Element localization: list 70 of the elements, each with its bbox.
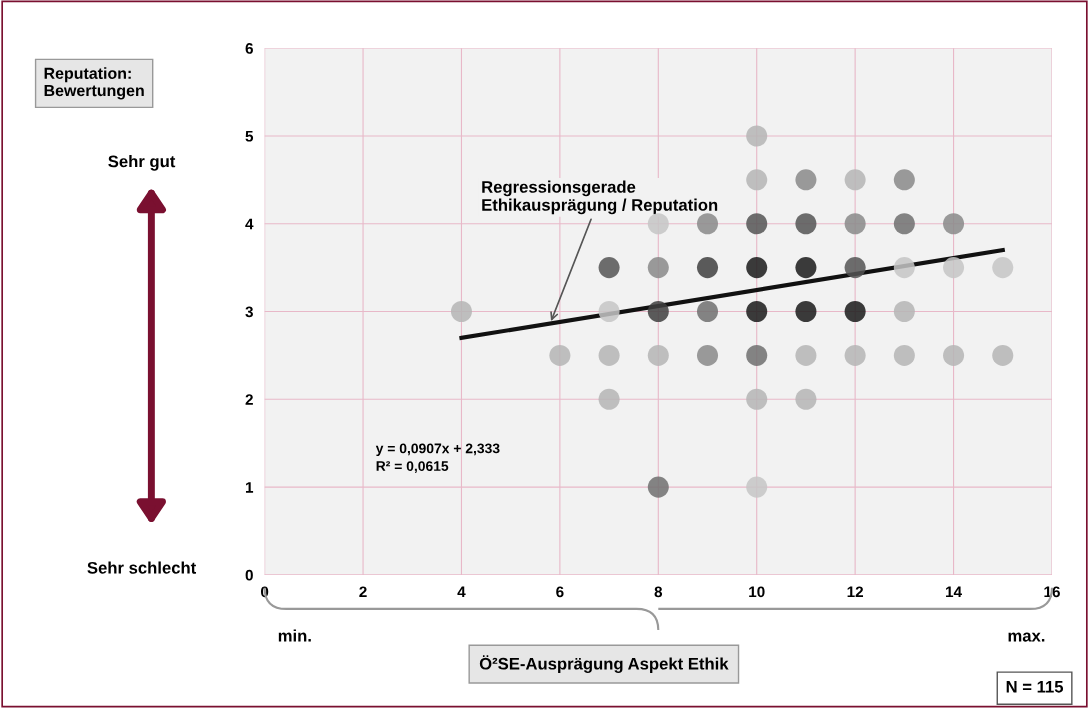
- y-tick-label: 3: [245, 306, 253, 318]
- point: [696, 257, 719, 279]
- point: [943, 213, 965, 235]
- point: [746, 344, 768, 366]
- x-tick-label: 16: [1044, 586, 1060, 598]
- point: [893, 169, 915, 191]
- point: [647, 257, 669, 279]
- x-tick-label: 6: [556, 586, 564, 598]
- point: [893, 344, 915, 366]
- point: [943, 344, 965, 366]
- point: [450, 300, 472, 323]
- text: max.: [1008, 632, 1045, 642]
- point: [844, 344, 866, 366]
- point: [795, 213, 817, 235]
- x-tick-label: 0: [260, 586, 269, 598]
- annotation: Regressionsgerade Ethikausprägung / Reputation: [482, 180, 718, 215]
- y-tick-label: 1: [245, 482, 254, 493]
- point: [893, 300, 915, 323]
- point: [795, 300, 817, 323]
- y-tick-label: 0: [245, 569, 253, 581]
- point: [647, 476, 669, 498]
- point: [893, 213, 915, 235]
- x-tick-label: 14: [946, 586, 962, 598]
- y-tick-label: 6: [245, 43, 253, 54]
- x-tick-label: 4: [457, 586, 466, 598]
- point: [549, 344, 571, 366]
- x-tick-label: 8: [654, 586, 663, 598]
- x-tick-label: 2: [359, 586, 367, 598]
- point: [844, 257, 866, 279]
- point: [746, 125, 768, 147]
- text: min.: [278, 629, 311, 642]
- y-tick-label: 5: [245, 130, 254, 142]
- point: [746, 476, 768, 498]
- point: [598, 300, 620, 323]
- point: [598, 344, 620, 366]
- point: [696, 213, 719, 235]
- point: [943, 257, 965, 279]
- point: [746, 388, 768, 410]
- x-tick-label: 10: [749, 586, 765, 598]
- point: [647, 213, 669, 235]
- point: [746, 300, 768, 323]
- text: N = 115: [1006, 681, 1064, 693]
- point: [746, 169, 768, 191]
- point: [696, 300, 719, 323]
- x-tick-label: 12: [847, 586, 864, 598]
- point: [795, 257, 817, 279]
- point: [795, 169, 817, 191]
- annotation: y = 0,0907x + 2,333: [375, 443, 500, 457]
- x-axis-title: Ö²SE-Ausprägung Aspekt Ethik: [479, 655, 729, 673]
- point: [795, 344, 817, 366]
- point: [844, 300, 866, 323]
- point: [647, 344, 669, 366]
- point: [746, 213, 768, 235]
- text: Reputation: Bewertungen: [44, 67, 144, 100]
- point: [992, 257, 1014, 279]
- point: [598, 388, 620, 410]
- point: [992, 344, 1014, 366]
- point: [598, 257, 620, 279]
- point: [746, 257, 768, 279]
- point: [844, 169, 866, 191]
- y-tick-label: 4: [245, 218, 254, 230]
- point: [844, 213, 866, 235]
- annotation: R² = 0,0615: [376, 461, 449, 474]
- point: [696, 344, 719, 366]
- text: Sehr gut: [108, 155, 176, 171]
- point: [795, 388, 817, 410]
- y-tick-label: 2: [245, 394, 253, 405]
- point: [893, 257, 915, 279]
- point: [647, 300, 669, 323]
- text: Sehr schlecht: [87, 561, 197, 574]
